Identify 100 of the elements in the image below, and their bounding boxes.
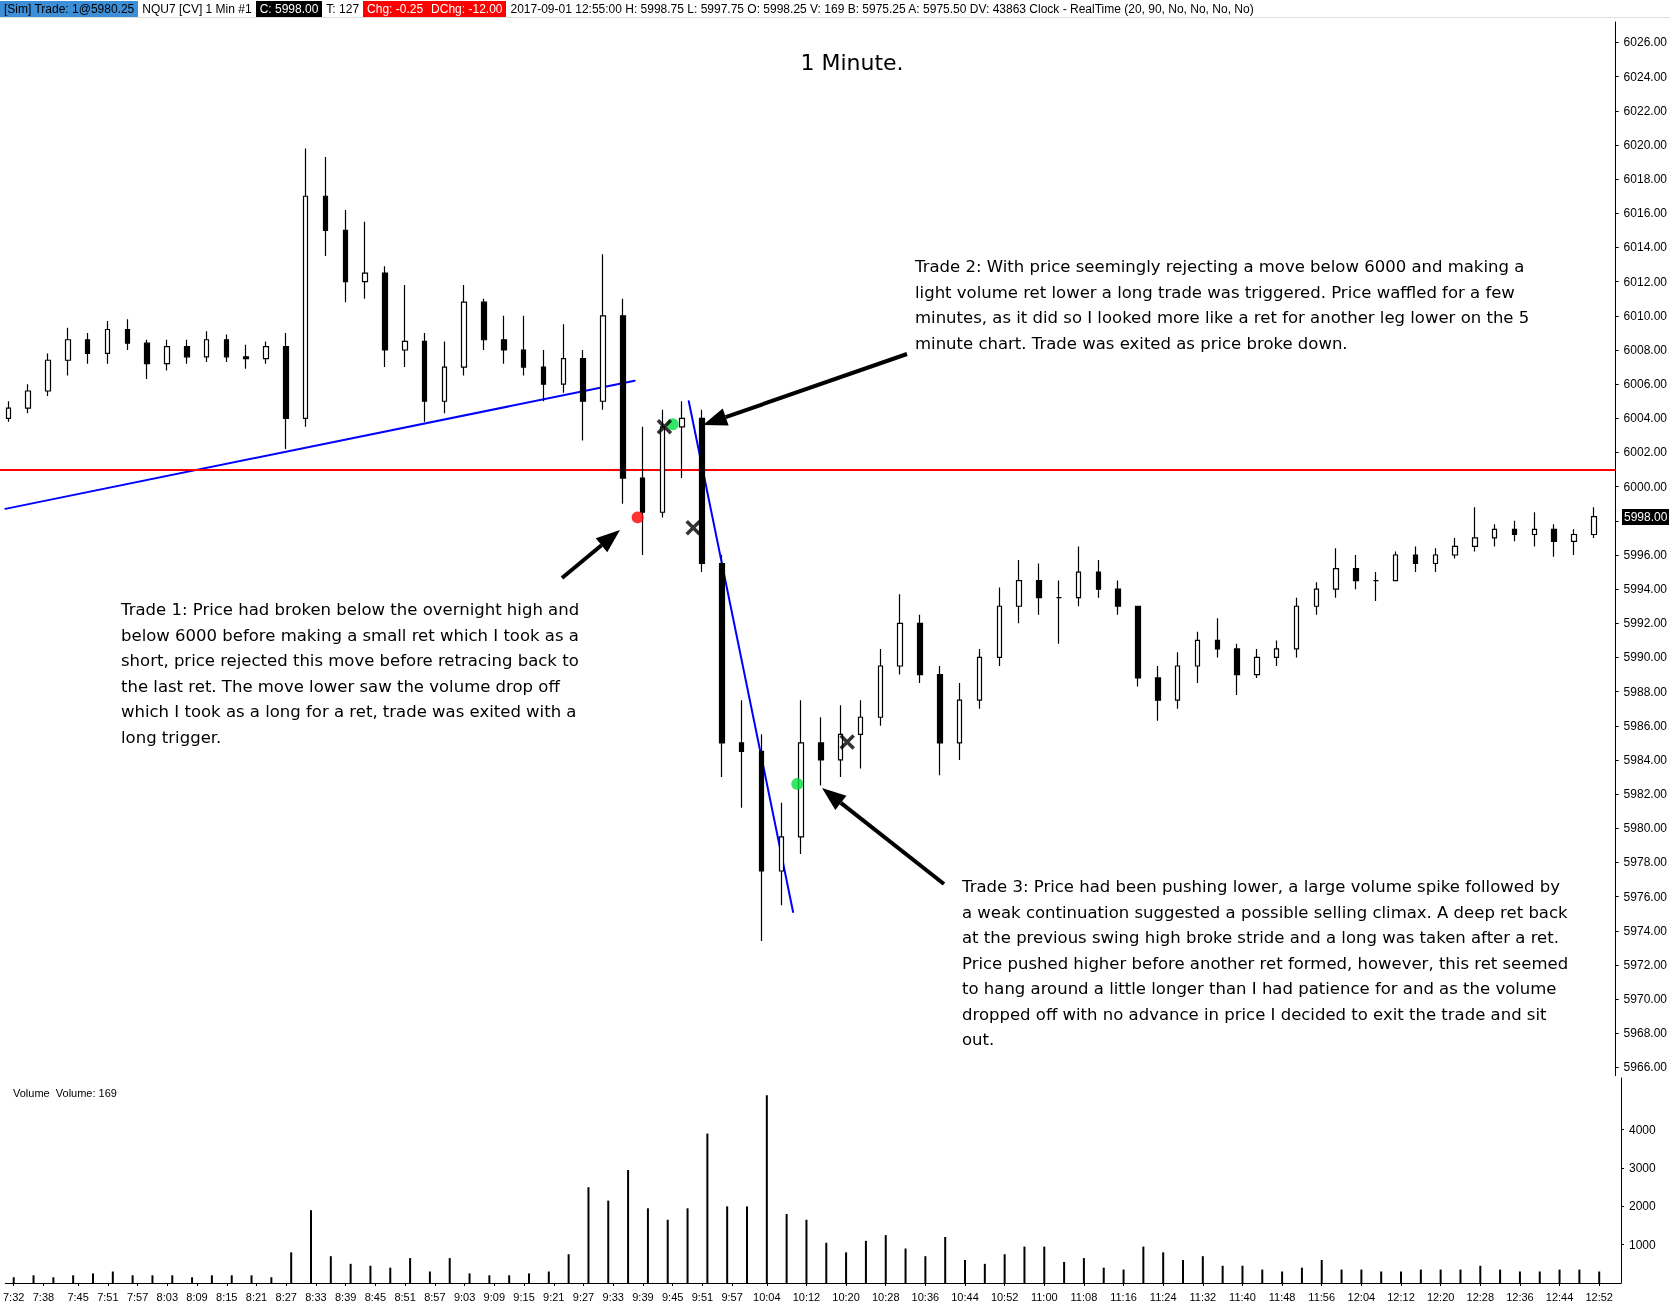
x-tick-label: 7:32 bbox=[2, 1290, 25, 1303]
candlestick bbox=[817, 716, 825, 787]
candlestick bbox=[163, 339, 171, 372]
y-tick-label: 5976.00 bbox=[1623, 889, 1668, 904]
candlestick bbox=[282, 332, 290, 450]
y-tick-label: 5972.00 bbox=[1623, 957, 1668, 972]
candlestick bbox=[877, 648, 884, 727]
candlestick bbox=[203, 330, 210, 363]
x-tick-label: 11:32 bbox=[1189, 1290, 1217, 1303]
candlestick bbox=[421, 332, 428, 423]
candlestick bbox=[361, 221, 369, 300]
candlestick bbox=[143, 339, 151, 380]
x-tick-label: 9:45 bbox=[661, 1290, 684, 1303]
candlestick bbox=[480, 298, 488, 351]
x-tick-label: 10:20 bbox=[832, 1290, 860, 1303]
y-tick-label: 2000 bbox=[1629, 1199, 1657, 1214]
candlestick bbox=[738, 699, 745, 809]
candlestick bbox=[1451, 537, 1459, 559]
y-tick-label: 6008.00 bbox=[1623, 342, 1668, 357]
candlestick bbox=[1253, 648, 1261, 679]
candlestick bbox=[560, 323, 567, 394]
candlestick bbox=[242, 344, 250, 370]
y-tick-label: 5968.00 bbox=[1623, 1026, 1668, 1041]
x-tick-label: 10:28 bbox=[871, 1290, 900, 1303]
point bbox=[656, 418, 673, 436]
x-tick-label: 8:57 bbox=[424, 1290, 446, 1303]
x-tick-label: 11:40 bbox=[1229, 1290, 1256, 1303]
y-tick-label: 6006.00 bbox=[1623, 377, 1668, 392]
candlestick bbox=[1332, 547, 1340, 599]
y-tick-label: 6010.00 bbox=[1623, 308, 1668, 323]
candlestick bbox=[916, 614, 924, 684]
x-tick-label: 12:12 bbox=[1387, 1290, 1415, 1303]
candlestick bbox=[1134, 605, 1142, 688]
text: Volume Volume: 169 bbox=[13, 1086, 117, 1099]
candlestick bbox=[520, 315, 527, 377]
y-tick-label: 5992.00 bbox=[1623, 616, 1668, 631]
candlestick bbox=[1372, 571, 1380, 602]
x-tick-label: 8:21 bbox=[245, 1290, 268, 1303]
candlestick bbox=[223, 334, 230, 363]
candlestick bbox=[857, 699, 864, 770]
candlestick bbox=[797, 699, 805, 855]
text: 5998.00 bbox=[1622, 508, 1670, 525]
candlestick bbox=[1233, 643, 1241, 696]
candlestick bbox=[84, 332, 91, 365]
candlestick bbox=[778, 802, 785, 906]
text: C: 5998.00 bbox=[255, 0, 323, 17]
candlestick bbox=[401, 284, 409, 368]
x-tick-label: 7:38 bbox=[32, 1290, 55, 1303]
y-tick-label: 4000 bbox=[1629, 1122, 1657, 1137]
candlestick bbox=[1590, 506, 1598, 539]
x-tick-label: 9:27 bbox=[572, 1290, 595, 1303]
candlestick bbox=[1174, 651, 1181, 710]
candlestick bbox=[1313, 581, 1320, 616]
candlestick bbox=[619, 298, 627, 505]
candlestick bbox=[1352, 554, 1360, 590]
candlestick bbox=[460, 284, 468, 377]
text: [Sim] Trade: 1@5980.25 bbox=[0, 0, 139, 17]
y-tick-label: 6026.00 bbox=[1623, 35, 1668, 50]
candlestick bbox=[1273, 639, 1280, 667]
candlestick bbox=[579, 349, 587, 442]
candlestick bbox=[1055, 580, 1063, 645]
candlestick bbox=[1154, 665, 1162, 722]
text: T: 127 bbox=[325, 0, 361, 17]
y-tick-label: 6004.00 bbox=[1623, 411, 1668, 426]
point bbox=[838, 733, 856, 751]
candlestick bbox=[718, 554, 726, 778]
candlestick bbox=[1214, 617, 1221, 659]
x-tick-label: 9:57 bbox=[721, 1290, 743, 1303]
y-tick-label: 5988.00 bbox=[1623, 684, 1668, 699]
y-tick-label: 6002.00 bbox=[1623, 445, 1668, 460]
x-tick-label: 11:48 bbox=[1268, 1290, 1296, 1303]
candlestick bbox=[996, 586, 1003, 667]
candlestick bbox=[896, 593, 904, 676]
candlestick bbox=[1293, 597, 1300, 659]
candlestick bbox=[1035, 562, 1043, 616]
candlestick bbox=[1550, 523, 1558, 558]
x-tick-label: 7:45 bbox=[67, 1290, 89, 1303]
x-tick-label: 11:56 bbox=[1308, 1290, 1336, 1303]
text: NQU7 [CV] 1 Min #1 bbox=[141, 0, 253, 17]
candlestick bbox=[1491, 523, 1498, 548]
y-tick-label: 5996.00 bbox=[1623, 547, 1668, 562]
candlestick bbox=[124, 318, 131, 351]
candlestick bbox=[5, 400, 12, 423]
candlestick bbox=[1114, 580, 1122, 616]
y-tick-label: 5978.00 bbox=[1623, 855, 1668, 870]
x-tick-label: 9:51 bbox=[691, 1290, 714, 1303]
annotation: Trade 2: With price seemingly rejecting a move below 6000 and making a light volume ret lower a long trade was triggered. Price waffled for a few minutes, as it did so I looked more like a ret for another leg lower on the 5 minute chart. Trade was exited as price broke down. bbox=[915, 256, 1531, 355]
candlestick bbox=[639, 426, 646, 556]
candlestick bbox=[1570, 528, 1578, 556]
x-tick-label: 10:04 bbox=[753, 1290, 781, 1303]
candlestick bbox=[381, 265, 389, 368]
candlestick bbox=[976, 648, 983, 710]
y-tick-label: 5980.00 bbox=[1623, 821, 1668, 836]
x-tick-label: 9:09 bbox=[483, 1290, 506, 1303]
candlestick bbox=[936, 665, 944, 776]
annotation: Trade 3: Price had been pushing lower, a large volume spike followed by a weak continuation suggested a possible selling climax. A deep ret back at the previous swing high broke stride and a long was taken after a ret. Price pushed higher before another ret formed, however, this ret seemed to hang around a little longer than I had patience for and as the volume dropped off with no advance in price I decided to exit the trade and sit out. bbox=[962, 876, 1570, 1051]
candlestick bbox=[1511, 520, 1518, 542]
x-tick-label: 8:33 bbox=[305, 1290, 327, 1303]
y-tick-label: 3000 bbox=[1629, 1161, 1657, 1176]
x-tick-label: 8:03 bbox=[156, 1290, 179, 1303]
